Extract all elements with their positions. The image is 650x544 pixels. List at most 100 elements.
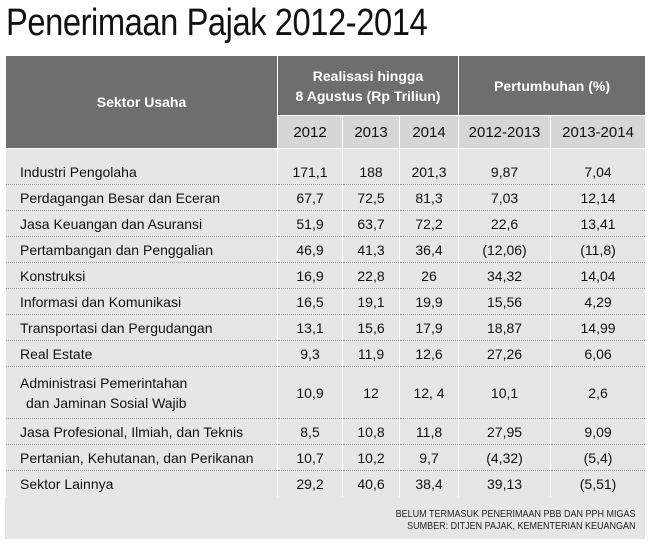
value-2013: 40,6 <box>342 470 400 497</box>
table-row: Perdagangan Besar dan Eceran 67,7 72,5 8… <box>5 184 647 211</box>
sector-cell: Jasa Keuangan dan Asuransi <box>5 210 278 237</box>
value-2012: 10,7 <box>277 444 343 471</box>
value-2014: 9,7 <box>398 444 460 471</box>
value-2012: 16,9 <box>277 262 343 289</box>
header-growth-2013-2014: 2013-2014 <box>550 115 647 149</box>
growth-2013-2014: 14,99 <box>550 314 647 341</box>
growth-2013-2014: 7,04 <box>550 148 647 185</box>
value-2014: 201,3 <box>398 148 460 185</box>
sector-cell: Transportasi dan Pergudangan <box>5 314 278 341</box>
growth-2012-2013: 9,87 <box>458 148 552 185</box>
value-2013: 22,8 <box>342 262 400 289</box>
growth-2012-2013: (4,32) <box>458 444 552 471</box>
header-realization-line2: 8 Agustus (Rp Triliun) <box>295 87 441 104</box>
growth-2012-2013: 7,03 <box>458 184 552 211</box>
table-row: Jasa Profesional, Ilmiah, dan Teknis 8,5… <box>5 418 647 445</box>
sector-cell: Perdagangan Besar dan Eceran <box>5 184 278 211</box>
growth-2013-2014: 12,14 <box>550 184 647 211</box>
header-realization: Realisasi hingga 8 Agustus (Rp Triliun) <box>276 55 460 116</box>
growth-2013-2014: 9,09 <box>550 418 647 445</box>
growth-2013-2014: (5,4) <box>550 444 647 471</box>
table-row: Konstruksi 16,9 22,8 26 34,32 14,04 <box>5 262 647 289</box>
sector-cell: Industri Pengolaha <box>5 148 278 185</box>
tax-revenue-table: Sektor Usaha Realisasi hingga 8 Agustus … <box>5 55 647 497</box>
value-2014: 81,3 <box>398 184 460 211</box>
value-2014: 38,4 <box>398 470 460 497</box>
value-2013: 10,8 <box>342 418 400 445</box>
growth-2012-2013: 10,1 <box>458 366 552 419</box>
value-2013: 188 <box>342 148 400 185</box>
growth-2012-2013: 22,6 <box>458 210 552 237</box>
value-2012: 16,5 <box>277 288 343 315</box>
table-row: Real Estate 9,3 11,9 12,6 27,26 6,06 <box>5 340 647 367</box>
growth-2013-2014: 2,6 <box>550 366 647 419</box>
value-2013: 12 <box>342 366 400 419</box>
value-2013: 41,3 <box>342 236 400 263</box>
growth-2012-2013: 34,32 <box>458 262 552 289</box>
growth-2013-2014: (5,51) <box>550 470 647 497</box>
sector-cell: Administrasi Pemerintahan dan Jaminan So… <box>5 366 278 419</box>
growth-2012-2013: 15,56 <box>458 288 552 315</box>
value-2012: 10,9 <box>277 366 343 419</box>
header-realization-line1: Realisasi hingga <box>312 67 424 84</box>
growth-2012-2013: 39,13 <box>458 470 552 497</box>
header-growth-2012-2013: 2012-2013 <box>458 115 552 149</box>
value-2014: 19,9 <box>398 288 460 315</box>
value-2012: 8,5 <box>277 418 343 445</box>
value-2014: 17,9 <box>398 314 460 341</box>
sector-line2: dan Jaminan Sosial Wajib <box>26 394 187 411</box>
header-year-2014: 2014 <box>398 115 460 149</box>
sector-cell: Sektor Lainnya <box>5 470 278 497</box>
growth-2012-2013: 18,87 <box>458 314 552 341</box>
header-year-2012: 2012 <box>277 115 343 149</box>
growth-2012-2013: (12,06) <box>458 236 552 263</box>
table-row: Pertanian, Kehutanan, dan Perikanan 10,7… <box>5 444 647 471</box>
value-2012: 171,1 <box>277 148 343 185</box>
table-row: Jasa Keuangan dan Asuransi 51,9 63,7 72,… <box>5 210 647 237</box>
value-2014: 26 <box>398 262 460 289</box>
value-2014: 12, 4 <box>398 366 460 419</box>
note-exclusion: BELUM TERMASUK PENERIMAAN PBB DAN PPH MI… <box>396 509 636 520</box>
growth-2013-2014: (11,8) <box>550 236 647 263</box>
sector-cell: Pertanian, Kehutanan, dan Perikanan <box>5 444 278 471</box>
sector-cell: Informasi dan Komunikasi <box>5 288 278 315</box>
value-2013: 72,5 <box>342 184 400 211</box>
table-row: Administrasi Pemerintahan dan Jaminan So… <box>5 366 647 419</box>
value-2012: 9,3 <box>277 340 343 367</box>
table-row: Sektor Lainnya 29,2 40,6 38,4 39,13 (5,5… <box>5 470 647 497</box>
header-sector: Sektor Usaha <box>5 55 278 149</box>
sector-cell: Jasa Profesional, Ilmiah, dan Teknis <box>5 418 278 445</box>
table-row: Transportasi dan Pergudangan 13,1 15,6 1… <box>5 314 647 341</box>
value-2012: 29,2 <box>277 470 343 497</box>
value-2012: 51,9 <box>277 210 343 237</box>
sector-cell: Pertambangan dan Penggalian <box>5 236 278 263</box>
growth-2013-2014: 13,41 <box>550 210 647 237</box>
table-row: Informasi dan Komunikasi 16,5 19,1 19,9 … <box>5 288 647 315</box>
source-notes: BELUM TERMASUK PENERIMAAN PBB DAN PPH MI… <box>396 509 636 533</box>
table-row: Pertambangan dan Penggalian 46,9 41,3 36… <box>5 236 647 263</box>
note-source: SUMBER: DITJEN PAJAK, KEMENTERIAN KEUANG… <box>407 521 636 532</box>
sector-line1: Administrasi Pemerintahan <box>20 374 188 391</box>
value-2013: 15,6 <box>342 314 400 341</box>
growth-2013-2014: 6,06 <box>550 340 647 367</box>
header-year-2013: 2013 <box>342 115 400 149</box>
header-growth: Pertumbuhan (%) <box>458 55 647 116</box>
growth-2012-2013: 27,95 <box>458 418 552 445</box>
value-2012: 13,1 <box>277 314 343 341</box>
value-2013: 11,9 <box>342 340 400 367</box>
value-2014: 12,6 <box>398 340 460 367</box>
growth-2013-2014: 4,29 <box>550 288 647 315</box>
value-2013: 10,2 <box>342 444 400 471</box>
sector-cell: Real Estate <box>5 340 278 367</box>
growth-2012-2013: 27,26 <box>458 340 552 367</box>
table-row: Industri Pengolaha 171,1 188 201,3 9,87 … <box>5 148 647 185</box>
value-2013: 63,7 <box>342 210 400 237</box>
value-2012: 67,7 <box>277 184 343 211</box>
value-2013: 19,1 <box>342 288 400 315</box>
sector-cell: Konstruksi <box>5 262 278 289</box>
page-title: Penerimaan Pajak 2012-2014 <box>6 2 428 44</box>
value-2014: 72,2 <box>398 210 460 237</box>
value-2014: 11,8 <box>398 418 460 445</box>
growth-2013-2014: 14,04 <box>550 262 647 289</box>
value-2012: 46,9 <box>277 236 343 263</box>
